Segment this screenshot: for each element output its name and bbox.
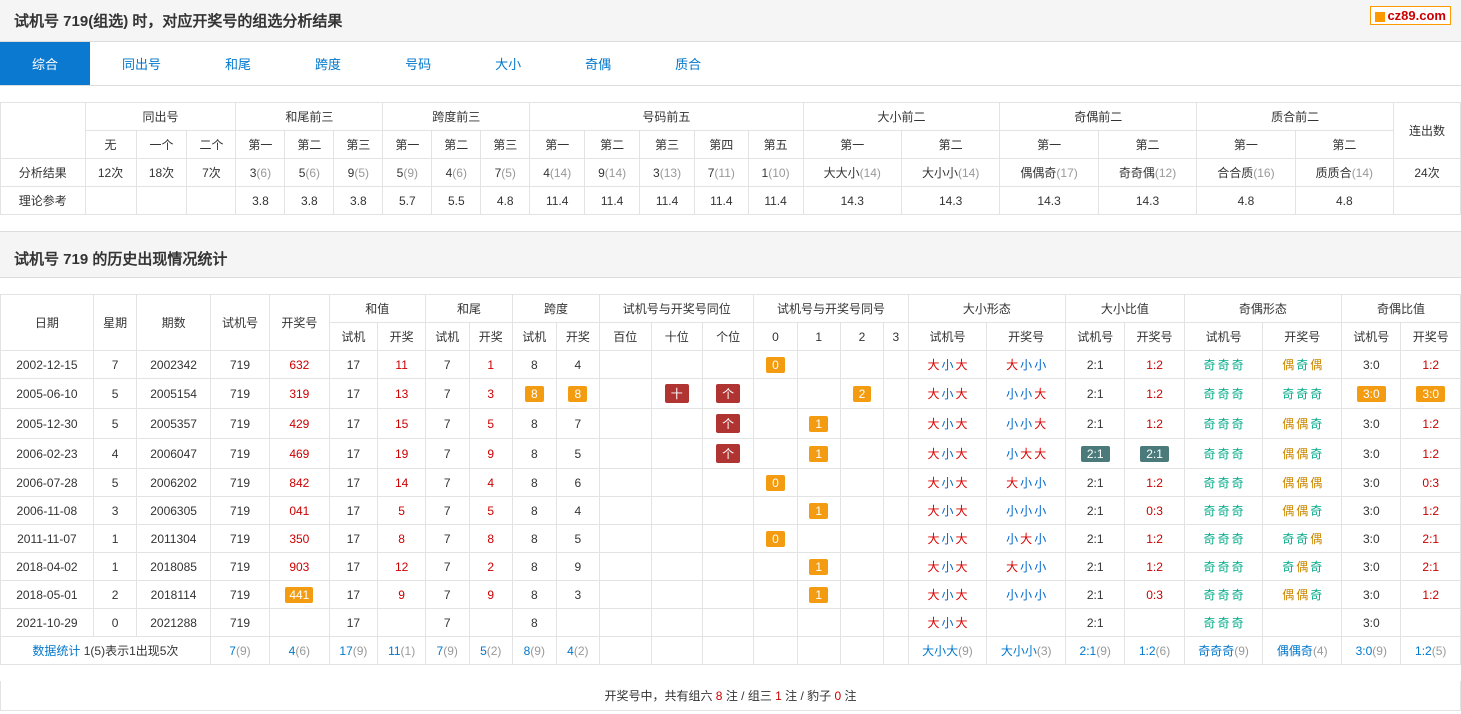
history-row: 2005-06-105200515471931917137388十个2大小大小小… [1, 379, 1461, 409]
history-row: 2002-12-1572002342719632171171840大小大大小小2… [1, 351, 1461, 379]
tab-0[interactable]: 综合 [0, 42, 90, 85]
history-row: 2006-02-234200604771946917197985个1大小大小大大… [1, 439, 1461, 469]
tab-1[interactable]: 同出号 [90, 42, 193, 85]
tab-bar: 综合同出号和尾跨度号码大小奇偶质合 [0, 42, 1461, 86]
tab-5[interactable]: 大小 [463, 42, 553, 85]
history-row: 2006-11-083200630571904117575841大小大小小小2:… [1, 497, 1461, 525]
tab-2[interactable]: 和尾 [193, 42, 283, 85]
history-row: 2011-11-071201130471935017878850大小大小大小2:… [1, 525, 1461, 553]
footer-summary: 开奖号中，共有组六 8 注 / 组三 1 注 / 豹子 0 注 [0, 681, 1461, 711]
page-title: 试机号 719(组选) 时，对应开奖号的组选分析结果 cz89.com [0, 0, 1461, 42]
history-row: 2005-12-305200535771942917157587个1大小大小小大… [1, 409, 1461, 439]
analysis-table: 同出号和尾前三跨度前三号码前五大小前二奇偶前二质合前二连出数无一个二个第一第二第… [0, 102, 1461, 215]
tab-4[interactable]: 号码 [373, 42, 463, 85]
history-table: 日期星期期数试机号开奖号和值和尾跨度试机号与开奖号同位试机号与开奖号同号大小形态… [0, 294, 1461, 665]
tab-7[interactable]: 质合 [643, 42, 733, 85]
history-row: 2018-05-012201811471944117979831大小大小小小2:… [1, 581, 1461, 609]
logo: cz89.com [1370, 6, 1451, 25]
tab-6[interactable]: 奇偶 [553, 42, 643, 85]
tab-3[interactable]: 跨度 [283, 42, 373, 85]
history-row: 2006-07-2852006202719842171474860大小大大小小2… [1, 469, 1461, 497]
history-row: 2018-04-0212018085719903171272891大小大大小小2… [1, 553, 1461, 581]
section-title-history: 试机号 719 的历史出现情况统计 [0, 231, 1461, 278]
history-row: 2021-10-29020212887191778大小大2:1奇奇奇3:0 [1, 609, 1461, 637]
